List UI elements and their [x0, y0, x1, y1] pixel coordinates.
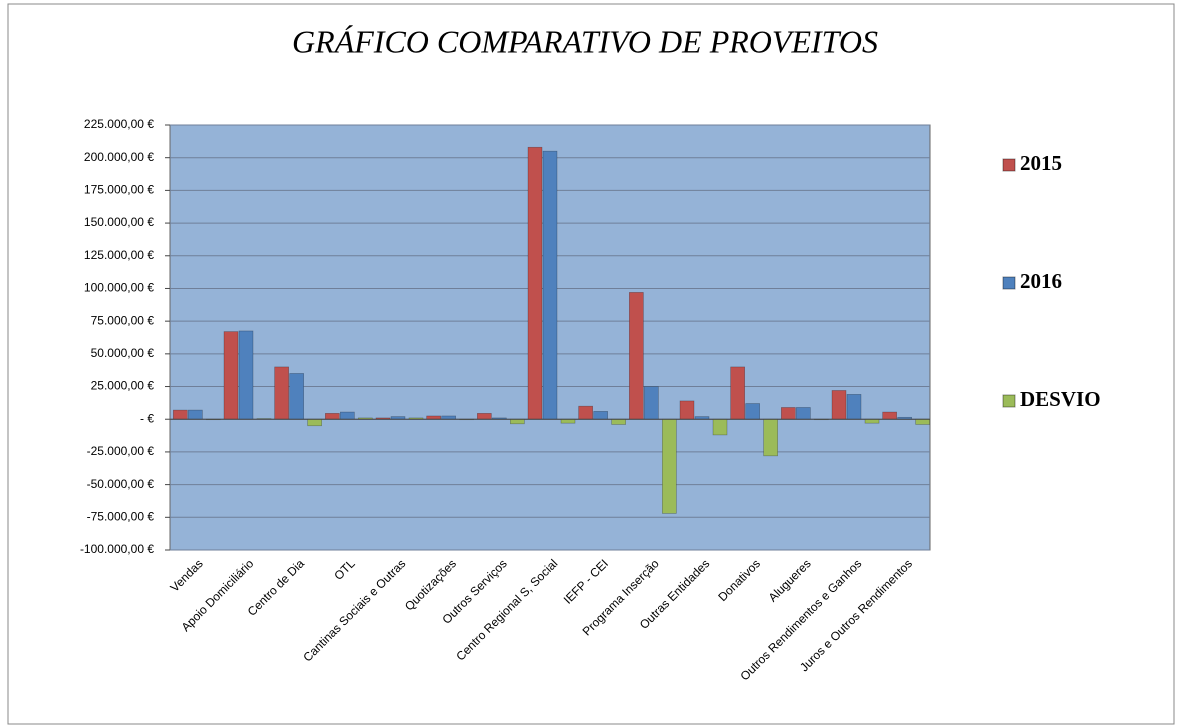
bar — [745, 403, 760, 420]
bar — [796, 407, 811, 420]
legend-swatch — [1002, 158, 1016, 172]
bar — [340, 411, 355, 420]
y-tick-label: 125.000,00 € — [84, 248, 154, 262]
bar — [477, 413, 492, 420]
bar — [629, 292, 644, 420]
bar — [915, 418, 930, 425]
bar — [763, 418, 778, 457]
bar — [846, 394, 862, 420]
bar — [173, 409, 188, 420]
y-tick-label: 100.000,00 € — [84, 281, 154, 295]
y-tick-label: 75.000,00 € — [91, 313, 155, 327]
bar — [864, 418, 880, 424]
bar — [611, 418, 626, 425]
bar — [882, 411, 897, 420]
bar — [781, 407, 796, 420]
legend-label: DESVIO — [1020, 387, 1101, 411]
bar — [274, 366, 289, 420]
bar — [238, 330, 254, 420]
bar — [560, 418, 576, 424]
bar — [593, 411, 608, 420]
y-tick-label: 150.000,00 € — [84, 215, 154, 229]
bar — [662, 418, 677, 514]
legend-swatch — [1002, 394, 1016, 408]
bar — [289, 373, 304, 420]
y-tick-label: -50.000,00 € — [87, 477, 155, 491]
bar — [188, 409, 203, 420]
bar — [307, 418, 322, 427]
legend-swatch — [1002, 276, 1016, 290]
bar — [644, 386, 659, 420]
bar — [527, 146, 543, 420]
bar — [679, 400, 695, 420]
chart-title: GRÁFICO COMPARATIVO DE PROVEITOS — [292, 23, 878, 59]
y-tick-label: 50.000,00 € — [91, 346, 155, 360]
bar — [510, 418, 525, 425]
y-tick-label: 175.000,00 € — [84, 183, 154, 197]
y-tick-label: 25.000,00 € — [91, 379, 155, 393]
bar — [223, 331, 239, 420]
legend-label: 2015 — [1020, 151, 1062, 175]
bar — [578, 405, 593, 420]
y-tick-label: -100.000,00 € — [80, 542, 154, 556]
y-tick-label: -75.000,00 € — [87, 509, 155, 523]
bar — [712, 418, 728, 436]
y-tick-label: 200.000,00 € — [84, 150, 154, 164]
bar — [325, 413, 340, 420]
y-tick-label: - € — [140, 411, 154, 425]
y-tick-label: -25.000,00 € — [87, 444, 155, 458]
bar — [831, 390, 847, 420]
bar — [542, 150, 558, 420]
legend-label: 2016 — [1020, 269, 1062, 293]
bar — [730, 366, 745, 420]
y-tick-label: 225.000,00 € — [84, 117, 154, 131]
